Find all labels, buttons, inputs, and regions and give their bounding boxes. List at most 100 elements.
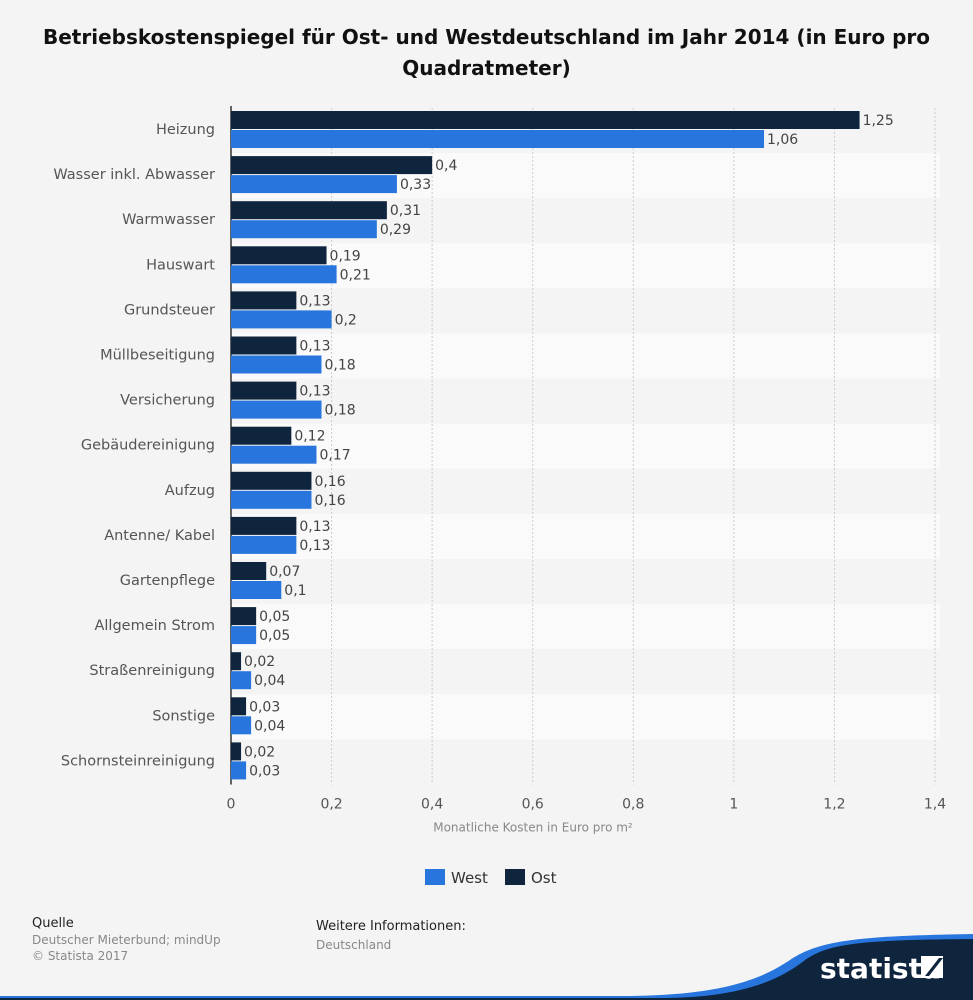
bar-west	[231, 220, 377, 239]
x-tick-label: 1,4	[924, 797, 946, 813]
category-label: Warmwasser	[122, 212, 215, 228]
bar-ost	[231, 607, 257, 626]
row-band	[231, 649, 940, 695]
row-band	[231, 378, 940, 424]
data-label: 1,06	[767, 132, 798, 148]
bar-west	[231, 626, 257, 645]
statista-logo[interactable]: statista	[820, 952, 941, 985]
info-text[interactable]: Deutschland	[316, 938, 392, 952]
data-label: 0,17	[319, 448, 350, 464]
data-label: 0,02	[244, 654, 275, 670]
data-label: 0,19	[330, 248, 361, 264]
source-heading: Quelle	[32, 916, 74, 931]
data-label: 0,07	[269, 564, 300, 580]
data-label: 0,13	[299, 538, 330, 554]
bar-west	[231, 490, 312, 509]
data-label: 0,13	[299, 384, 330, 400]
data-label: 0,13	[299, 293, 330, 309]
data-label: 0,05	[259, 628, 290, 644]
info-heading: Weitere Informationen:	[316, 919, 466, 934]
x-tick-label: 0	[227, 797, 236, 813]
bar-west	[231, 671, 252, 690]
bar-ost	[231, 742, 242, 761]
row-band	[231, 243, 940, 289]
x-tick-label: 1	[729, 797, 738, 813]
bar-ost	[231, 426, 292, 445]
data-label: 0,03	[249, 763, 280, 779]
row-band	[231, 288, 940, 334]
data-label: 0,13	[299, 519, 330, 535]
data-label: 0,21	[340, 267, 371, 283]
x-tick-label: 0,6	[522, 797, 544, 813]
legend-swatch-west	[425, 869, 445, 885]
category-label: Sonstige	[152, 708, 215, 724]
bar-ost	[231, 562, 267, 580]
bar-ost	[231, 336, 297, 355]
data-label: 0,16	[314, 474, 345, 490]
row-band	[231, 604, 940, 650]
category-label: Versicherung	[120, 393, 215, 409]
category-label: Antenne/ Kabel	[104, 528, 215, 544]
category-label: Wasser inkl. Abwasser	[53, 167, 215, 183]
bar-west	[231, 445, 317, 464]
legend-swatch-ost	[505, 869, 525, 885]
category-label: Müllbeseitigung	[100, 348, 215, 364]
row-band	[231, 468, 940, 514]
row-band	[231, 739, 940, 785]
data-label: 0,13	[299, 339, 330, 355]
data-label: 0,12	[294, 429, 325, 445]
data-label: 0,18	[325, 358, 356, 374]
data-label: 0,05	[259, 609, 290, 625]
category-label: Allgemein Strom	[94, 618, 215, 634]
row-band	[231, 333, 940, 379]
category-label: Schornsteinreinigung	[61, 753, 215, 769]
legend-label-ost: Ost	[531, 869, 557, 887]
bar-west	[231, 130, 765, 148]
category-label: Hauswart	[146, 257, 215, 273]
bar-ost	[231, 291, 297, 310]
x-tick-label: 0,2	[320, 797, 342, 813]
x-axis-title: Monatliche Kosten in Euro pro m²	[433, 821, 633, 835]
bar-ost	[231, 246, 327, 265]
source-block: Quelle Deutscher Mieterbund; mindUp © St…	[32, 916, 221, 963]
category-label: Aufzug	[165, 483, 215, 499]
data-label: 1,25	[863, 113, 894, 129]
legend-label-west: West	[451, 869, 488, 887]
bar-ost	[231, 111, 860, 129]
data-label: 0,02	[244, 744, 275, 760]
bar-ost	[231, 697, 247, 716]
bar-west	[231, 400, 322, 419]
data-label: 0,2	[335, 312, 357, 328]
footer-wave: statista	[0, 934, 973, 1000]
bar-ost	[231, 201, 387, 220]
chart-title: Betriebskostenspiegel für Ost- und Westd…	[42, 25, 931, 80]
bar-ost	[231, 516, 297, 535]
bar-ost	[231, 156, 433, 175]
bar-west	[231, 761, 247, 780]
bar-ost	[231, 471, 312, 490]
data-label: 0,04	[254, 718, 285, 734]
bar-west	[231, 716, 252, 735]
category-label: Straßenreinigung	[89, 663, 215, 679]
data-label: 0,1	[284, 583, 306, 599]
data-label: 0,04	[254, 673, 285, 689]
info-block: Weitere Informationen: Deutschland	[316, 919, 466, 952]
statista-logo-icon	[921, 956, 943, 978]
category-label: Gebäudereinigung	[81, 438, 215, 454]
bar-west	[231, 355, 322, 374]
row-band	[231, 559, 940, 605]
category-label: Grundsteuer	[124, 302, 215, 318]
category-label: Gartenpflege	[120, 573, 215, 589]
row-band	[231, 694, 940, 740]
chart: 0 0,2 0,4 0,6 0,8 1 1,2 1,4 Heizung 1,25 1,06 Wasse…	[53, 106, 946, 887]
bar-ost	[231, 652, 242, 671]
data-label: 0,29	[380, 222, 411, 238]
data-label: 0,4	[435, 158, 457, 174]
bar-ost	[231, 381, 297, 400]
x-tick-label: 0,4	[421, 797, 443, 813]
x-tick-label: 1,2	[823, 797, 845, 813]
source-text[interactable]: Deutscher Mieterbund; mindUp	[32, 933, 221, 947]
row-band	[231, 423, 940, 469]
category-label: Heizung	[156, 122, 215, 138]
